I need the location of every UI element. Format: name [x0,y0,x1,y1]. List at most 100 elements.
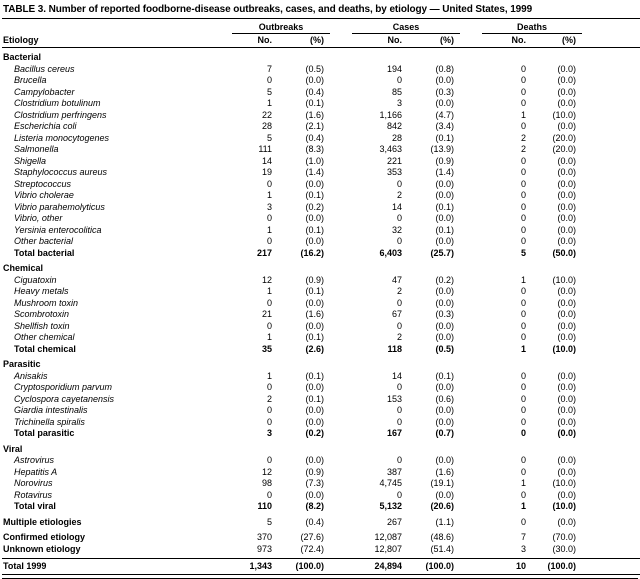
cell-gap [330,179,352,191]
cell-gap [330,405,352,417]
table-row: Shigella 14 (1.0) 221 (0.9) 0 (0.0) [2,156,640,168]
table-row: Vibrio cholerae 1 (0.1) 2 (0.0) 0 (0.0) [2,190,640,202]
cell-gap [460,179,482,191]
cell-value: 35 [261,343,272,354]
cell-value: 0 [520,516,526,527]
cell-gap [582,467,640,479]
cell-value: 2 [520,144,526,154]
cell-value: 1 [266,224,272,235]
cell-value: (0.0) [435,489,454,500]
cell-gap [582,394,640,406]
cell-value: (0.1) [305,332,324,342]
col-header-outbreaks-pct: (%) [278,33,330,48]
cell-value: (0.0) [305,75,324,85]
cell-value: 1 [266,286,272,296]
table-row: Other chemical 1 (0.1) 2 (0.0) 0 (0.0) [2,332,640,344]
cell-gap [330,98,352,110]
cell-gap [460,478,482,490]
table-row: Anisakis 1 (0.1) 14 (0.1) 0 (0.0) [2,371,640,383]
cell-gap [582,167,640,179]
cell-value: 0 [520,297,526,308]
cell-value: 0 [520,320,526,331]
col-trailing [582,33,640,48]
cell-value: (0.0) [557,75,577,85]
cell-gap [330,501,352,513]
cell-value: 1 [266,332,272,342]
cell-gap [460,213,482,225]
section-header-row: Viral [2,440,640,456]
cell-value: 5,132 [379,501,402,511]
cell-value: 3 [266,201,272,212]
cell-value: 28 [261,121,272,131]
cell-gap [330,225,352,237]
cell-value: 0 [520,416,526,427]
cell-value: 19 [261,167,272,177]
row-label: Escherichia coli [14,121,77,131]
cell-gap [330,236,352,248]
cell-value: (0.0) [435,332,454,342]
row-label: Shellfish toxin [14,320,70,331]
row-label: Vibrio, other [14,213,63,223]
cell-value: 387 [386,466,402,477]
cell-value: (1.4) [305,167,324,177]
cell-value: 0 [520,309,526,319]
table-row: Total viral 110 (8.2) 5,132 (20.6) 1 (10.0) [2,501,640,513]
cell-gap [330,428,352,440]
cell-value: 0 [520,86,526,97]
cell-value: (10.0) [552,274,577,285]
cell-gap [582,558,640,575]
cell-value: 0 [520,155,526,166]
cell-value: (10.0) [552,501,577,511]
cell-gap [582,478,640,490]
col-header-deaths-no: No. [482,33,532,48]
cell-gap [460,87,482,99]
cell-value: (0.1) [305,98,324,108]
cell-value: 14 [391,201,402,212]
cell-value: (0.1) [305,286,324,296]
cell-value: 0 [520,75,526,85]
cell-gap [582,144,640,156]
table-row: Trichinella spiralis 0 (0.0) 0 (0.0) 0 (0.0) [2,417,640,429]
row-label: Streptococcus [14,178,72,189]
cell-value: (0.4) [305,86,324,97]
col-header-etiology: Etiology [2,18,232,48]
cell-value: (0.0) [435,213,454,223]
table-row: Shellfish toxin 0 (0.0) 0 (0.0) 0 (0.0) [2,321,640,333]
cell-value: (0.0) [305,489,324,500]
table-row: Bacillus cereus 7 (0.5) 194 (0.8) 0 (0.0) [2,64,640,76]
cell-gap [582,298,640,310]
cell-value: (0.0) [557,86,577,97]
cell-value: (0.0) [435,178,454,189]
cell-value: 5 [520,247,526,258]
cell-value: (0.0) [435,416,454,427]
row-label: Shigella [14,155,47,166]
cell-value: 0 [520,213,526,223]
cell-value: (0.0) [435,382,454,392]
cell-value: (100.0) [278,558,330,575]
cell-value: (0.0) [435,297,454,308]
cell-gap [330,144,352,156]
table-row: Mushroom toxin 0 (0.0) 0 (0.0) 0 (0.0) [2,298,640,310]
row-label: Total chemical [14,343,76,354]
cell-value: 3,463 [379,144,402,154]
cell-value: (3.4) [435,121,454,131]
cell-value: (10.0) [552,478,577,488]
cell-value: 153 [386,393,402,404]
cell-gap [330,394,352,406]
cell-gap [460,344,482,356]
cell-gap [330,167,352,179]
cell-value: 1 [266,370,272,381]
cell-value: 21 [261,309,272,319]
cell-gap [582,179,640,191]
cell-gap [582,286,640,298]
cell-value: 0 [520,405,526,415]
cell-gap [582,87,640,99]
cell-value: 22 [261,109,272,120]
cell-value: (0.1) [435,370,454,381]
cell-gap [582,64,640,76]
cell-value: (0.3) [435,309,454,319]
cell-value: 0 [266,75,272,85]
cell-gap [460,202,482,214]
cell-value: 7 [266,63,272,74]
cell-gap [460,309,482,321]
